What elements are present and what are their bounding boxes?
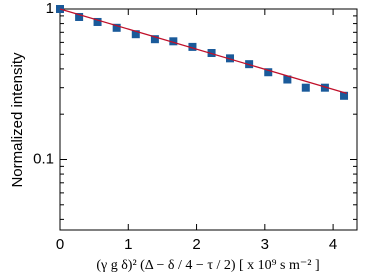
x-tick-label: 1	[124, 236, 132, 253]
data-point	[320, 83, 329, 92]
data-point	[301, 83, 310, 92]
x-tick-label: 4	[329, 236, 337, 253]
data-point	[169, 37, 178, 46]
fit-line	[59, 8, 347, 94]
x-tick-label: 3	[261, 236, 269, 253]
data-point	[131, 30, 140, 39]
x-axis-label: (γ g δ)² (Δ − δ / 4 − τ / 2) [ x 10⁹ s m…	[96, 258, 319, 273]
data-point	[112, 23, 121, 32]
data-point	[150, 35, 159, 44]
x-tick-label: 0	[56, 236, 64, 253]
data-point	[75, 12, 84, 21]
data-point	[264, 68, 273, 77]
data-point	[340, 91, 349, 100]
data-point	[93, 17, 102, 26]
x-tick-label: 2	[192, 236, 200, 253]
plot-frame	[59, 8, 358, 231]
y-tick-label: 0.1	[33, 150, 54, 167]
data-point	[188, 42, 197, 51]
data-point	[283, 75, 292, 84]
y-tick-label: 1	[46, 0, 54, 17]
y-axis-label: Normalized intensity	[9, 52, 26, 188]
